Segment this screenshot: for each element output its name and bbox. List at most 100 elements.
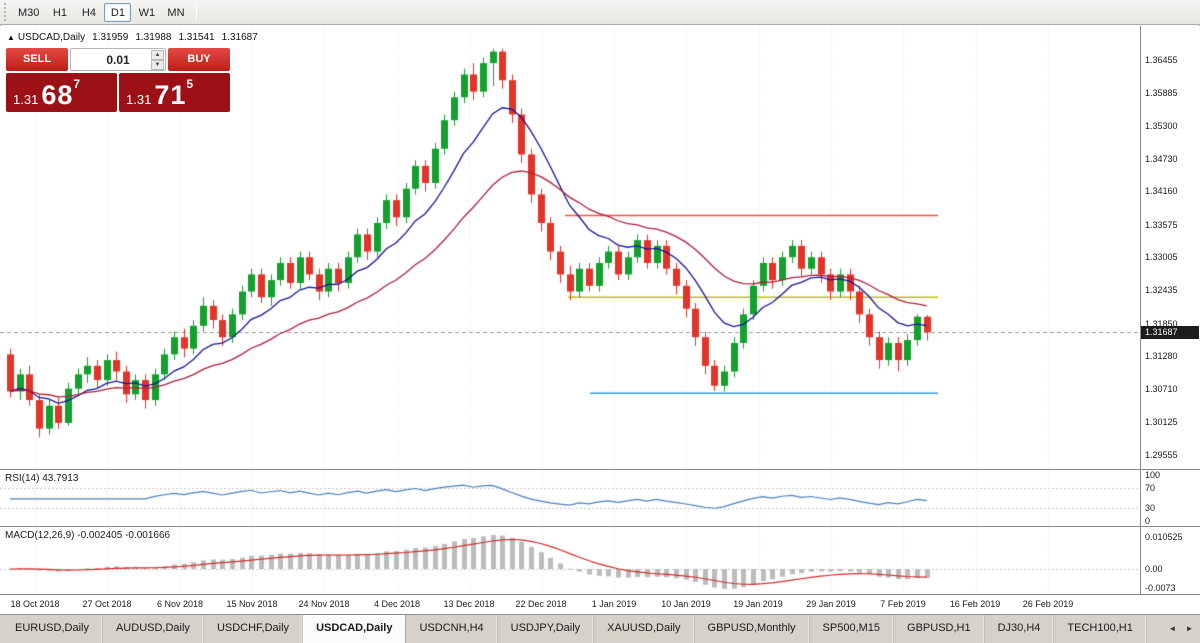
chart-tab-bar: EURUSD,Daily AUDUSD,Daily USDCHF,Daily U… xyxy=(0,615,1200,643)
caption-open: 1.31959 xyxy=(92,32,129,43)
sell-price-point: 7 xyxy=(73,77,81,91)
timeframe-toolbar: M30 H1 H4 D1 W1 MN xyxy=(0,0,1200,25)
axis-separator xyxy=(1140,26,1141,594)
price-axis-label: 1.29555 xyxy=(1145,450,1178,460)
rsi-axis: 100 70 30 0 xyxy=(1141,470,1200,526)
volume-up-icon[interactable]: ▲ xyxy=(151,50,164,60)
caption-high: 1.31988 xyxy=(135,32,172,43)
tab-xauusd-daily[interactable]: XAUUSD,Daily xyxy=(594,615,695,643)
time-axis-label: 19 Jan 2019 xyxy=(733,599,783,609)
time-axis-label: 26 Feb 2019 xyxy=(1022,599,1074,609)
tab-scroll-buttons: ◄ ► xyxy=(1161,615,1197,643)
buy-price-point: 5 xyxy=(186,77,194,91)
time-axis-label: 6 Nov 2018 xyxy=(156,599,204,609)
timeframe-d1-button[interactable]: D1 xyxy=(104,2,132,22)
time-axis[interactable]: 18 Oct 2018 27 Oct 2018 6 Nov 2018 15 No… xyxy=(0,595,1200,614)
time-axis-label: 7 Feb 2019 xyxy=(880,599,926,609)
timeframe-w1-button[interactable]: W1 xyxy=(138,6,156,19)
time-axis-label: 27 Oct 2018 xyxy=(82,599,132,609)
separator xyxy=(0,614,1200,615)
rsi-axis-label: 30 xyxy=(1145,503,1156,513)
buy-button[interactable]: BUY xyxy=(168,48,230,71)
price-axis-label: 1.35300 xyxy=(1145,121,1178,131)
timeframe-mn-button[interactable]: MN xyxy=(167,6,185,19)
sell-price-display[interactable]: 1.31 68 7 xyxy=(6,73,117,112)
tab-usdcnh-h4[interactable]: USDCNH,H4 xyxy=(406,615,498,643)
volume-input[interactable]: 0.01 ▲ ▼ xyxy=(70,48,166,71)
rsi-canvas[interactable] xyxy=(0,470,1141,526)
rsi-axis-label: 70 xyxy=(1145,483,1156,493)
timeframe-h4-button[interactable]: H4 xyxy=(81,6,96,19)
macd-axis: 0.010525 0.00 -0.0073 xyxy=(1141,527,1200,594)
time-axis-label: 18 Oct 2018 xyxy=(10,599,60,609)
caption-close: 1.31687 xyxy=(221,32,258,43)
tab-scroll-left-icon[interactable]: ◄ xyxy=(1168,624,1177,633)
tab-usdjpy-daily[interactable]: USDJPY,Daily xyxy=(498,615,595,643)
tab-gbpusd-monthly[interactable]: GBPUSD,Monthly xyxy=(695,615,810,643)
sell-price-figure: 1.31 xyxy=(13,92,39,107)
tab-scroll-right-icon[interactable]: ► xyxy=(1185,624,1194,633)
price-axis[interactable]: 1.36455 1.35885 1.35300 1.34730 1.34160 … xyxy=(1141,26,1200,469)
buy-price-display[interactable]: 1.31 71 5 xyxy=(119,73,230,112)
tab-sp500-m15[interactable]: SP500,M15 xyxy=(810,615,895,643)
sell-button[interactable]: SELL xyxy=(6,48,68,71)
rsi-label: RSI(14) 43.7913 xyxy=(5,473,79,484)
time-axis-label: 22 Dec 2018 xyxy=(515,599,567,609)
time-axis-label: 13 Dec 2018 xyxy=(443,599,495,609)
buy-price-figure: 1.31 xyxy=(126,92,152,107)
rsi-axis-label: 100 xyxy=(1145,470,1161,480)
volume-down-icon[interactable]: ▼ xyxy=(151,60,164,70)
price-axis-label: 1.34730 xyxy=(1145,154,1178,164)
price-axis-label: 1.34160 xyxy=(1145,186,1178,196)
price-axis-label: 1.35885 xyxy=(1145,88,1178,98)
caption-symbol: USDCAD,Daily xyxy=(17,32,86,43)
toolbar-separator xyxy=(195,3,197,21)
pane-splitter[interactable] xyxy=(0,469,1200,470)
price-axis-label: 1.30125 xyxy=(1145,417,1178,427)
pane-splitter[interactable] xyxy=(0,526,1200,527)
price-axis-label: 1.32435 xyxy=(1145,285,1178,295)
time-axis-label: 1 Jan 2019 xyxy=(591,599,637,609)
macd-axis-label: -0.0073 xyxy=(1145,583,1176,593)
macd-axis-label: 0.010525 xyxy=(1145,532,1183,542)
buy-price-pips: 71 xyxy=(154,80,187,110)
chart-main-pane: ▲ USDCAD,Daily 1.31959 1.31988 1.31541 1.3168… xyxy=(0,26,1141,469)
macd-label: MACD(12,26,9) -0.002405 -0.001666 xyxy=(5,530,171,541)
symbol-marker-icon: ▲ xyxy=(7,33,15,42)
timeframe-m30-button[interactable]: M30 xyxy=(18,6,40,19)
time-axis-label: 4 Dec 2018 xyxy=(373,599,421,609)
time-axis-label: 10 Jan 2019 xyxy=(661,599,711,609)
macd-indicator-pane: MACD(12,26,9) -0.002405 -0.001666 xyxy=(0,527,1141,594)
sell-price-pips: 68 xyxy=(41,80,74,110)
price-axis-label: 1.30710 xyxy=(1145,384,1178,394)
macd-axis-label: 0.00 xyxy=(1145,564,1163,574)
timeframe-h1-button[interactable]: H1 xyxy=(52,6,67,19)
volume-value: 0.01 xyxy=(106,52,130,67)
tab-dj30-h4[interactable]: DJ30,H4 xyxy=(985,615,1055,643)
tab-tech100-h1[interactable]: TECH100,H1 xyxy=(1054,615,1147,643)
tab-eurusd-daily[interactable]: EURUSD,Daily xyxy=(2,615,103,643)
price-axis-label: 1.36455 xyxy=(1145,55,1178,65)
price-axis-label: 1.31280 xyxy=(1145,351,1178,361)
volume-spinner: ▲ ▼ xyxy=(151,50,164,70)
bid-price-tag: 1.31687 xyxy=(1141,326,1199,339)
time-axis-label: 16 Feb 2019 xyxy=(949,599,1001,609)
tab-usdcad-daily[interactable]: USDCAD,Daily xyxy=(303,615,407,643)
time-axis-label: 15 Nov 2018 xyxy=(226,599,278,609)
time-axis-label: 29 Jan 2019 xyxy=(806,599,856,609)
price-axis-label: 1.31850 xyxy=(1145,319,1178,329)
time-axis-label: 24 Nov 2018 xyxy=(298,599,350,609)
macd-canvas[interactable] xyxy=(0,527,1141,594)
rsi-axis-label: 0 xyxy=(1145,516,1151,526)
caption-low: 1.31541 xyxy=(178,32,215,43)
tab-usdchf-daily[interactable]: USDCHF,Daily xyxy=(204,615,304,643)
separator xyxy=(0,594,1200,595)
rsi-indicator-pane: RSI(14) 43.7913 xyxy=(0,470,1141,526)
toolbar-grip-icon[interactable] xyxy=(4,3,8,21)
price-axis-label: 1.33005 xyxy=(1145,252,1178,262)
price-axis-label: 1.33575 xyxy=(1145,220,1178,230)
tab-audusd-daily[interactable]: AUDUSD,Daily xyxy=(103,615,204,643)
one-click-trading-panel: SELL 0.01 ▲ ▼ BUY 1.31 68 7 1.31 xyxy=(6,48,230,112)
tab-gbpusd-h1[interactable]: GBPUSD,H1 xyxy=(894,615,985,643)
